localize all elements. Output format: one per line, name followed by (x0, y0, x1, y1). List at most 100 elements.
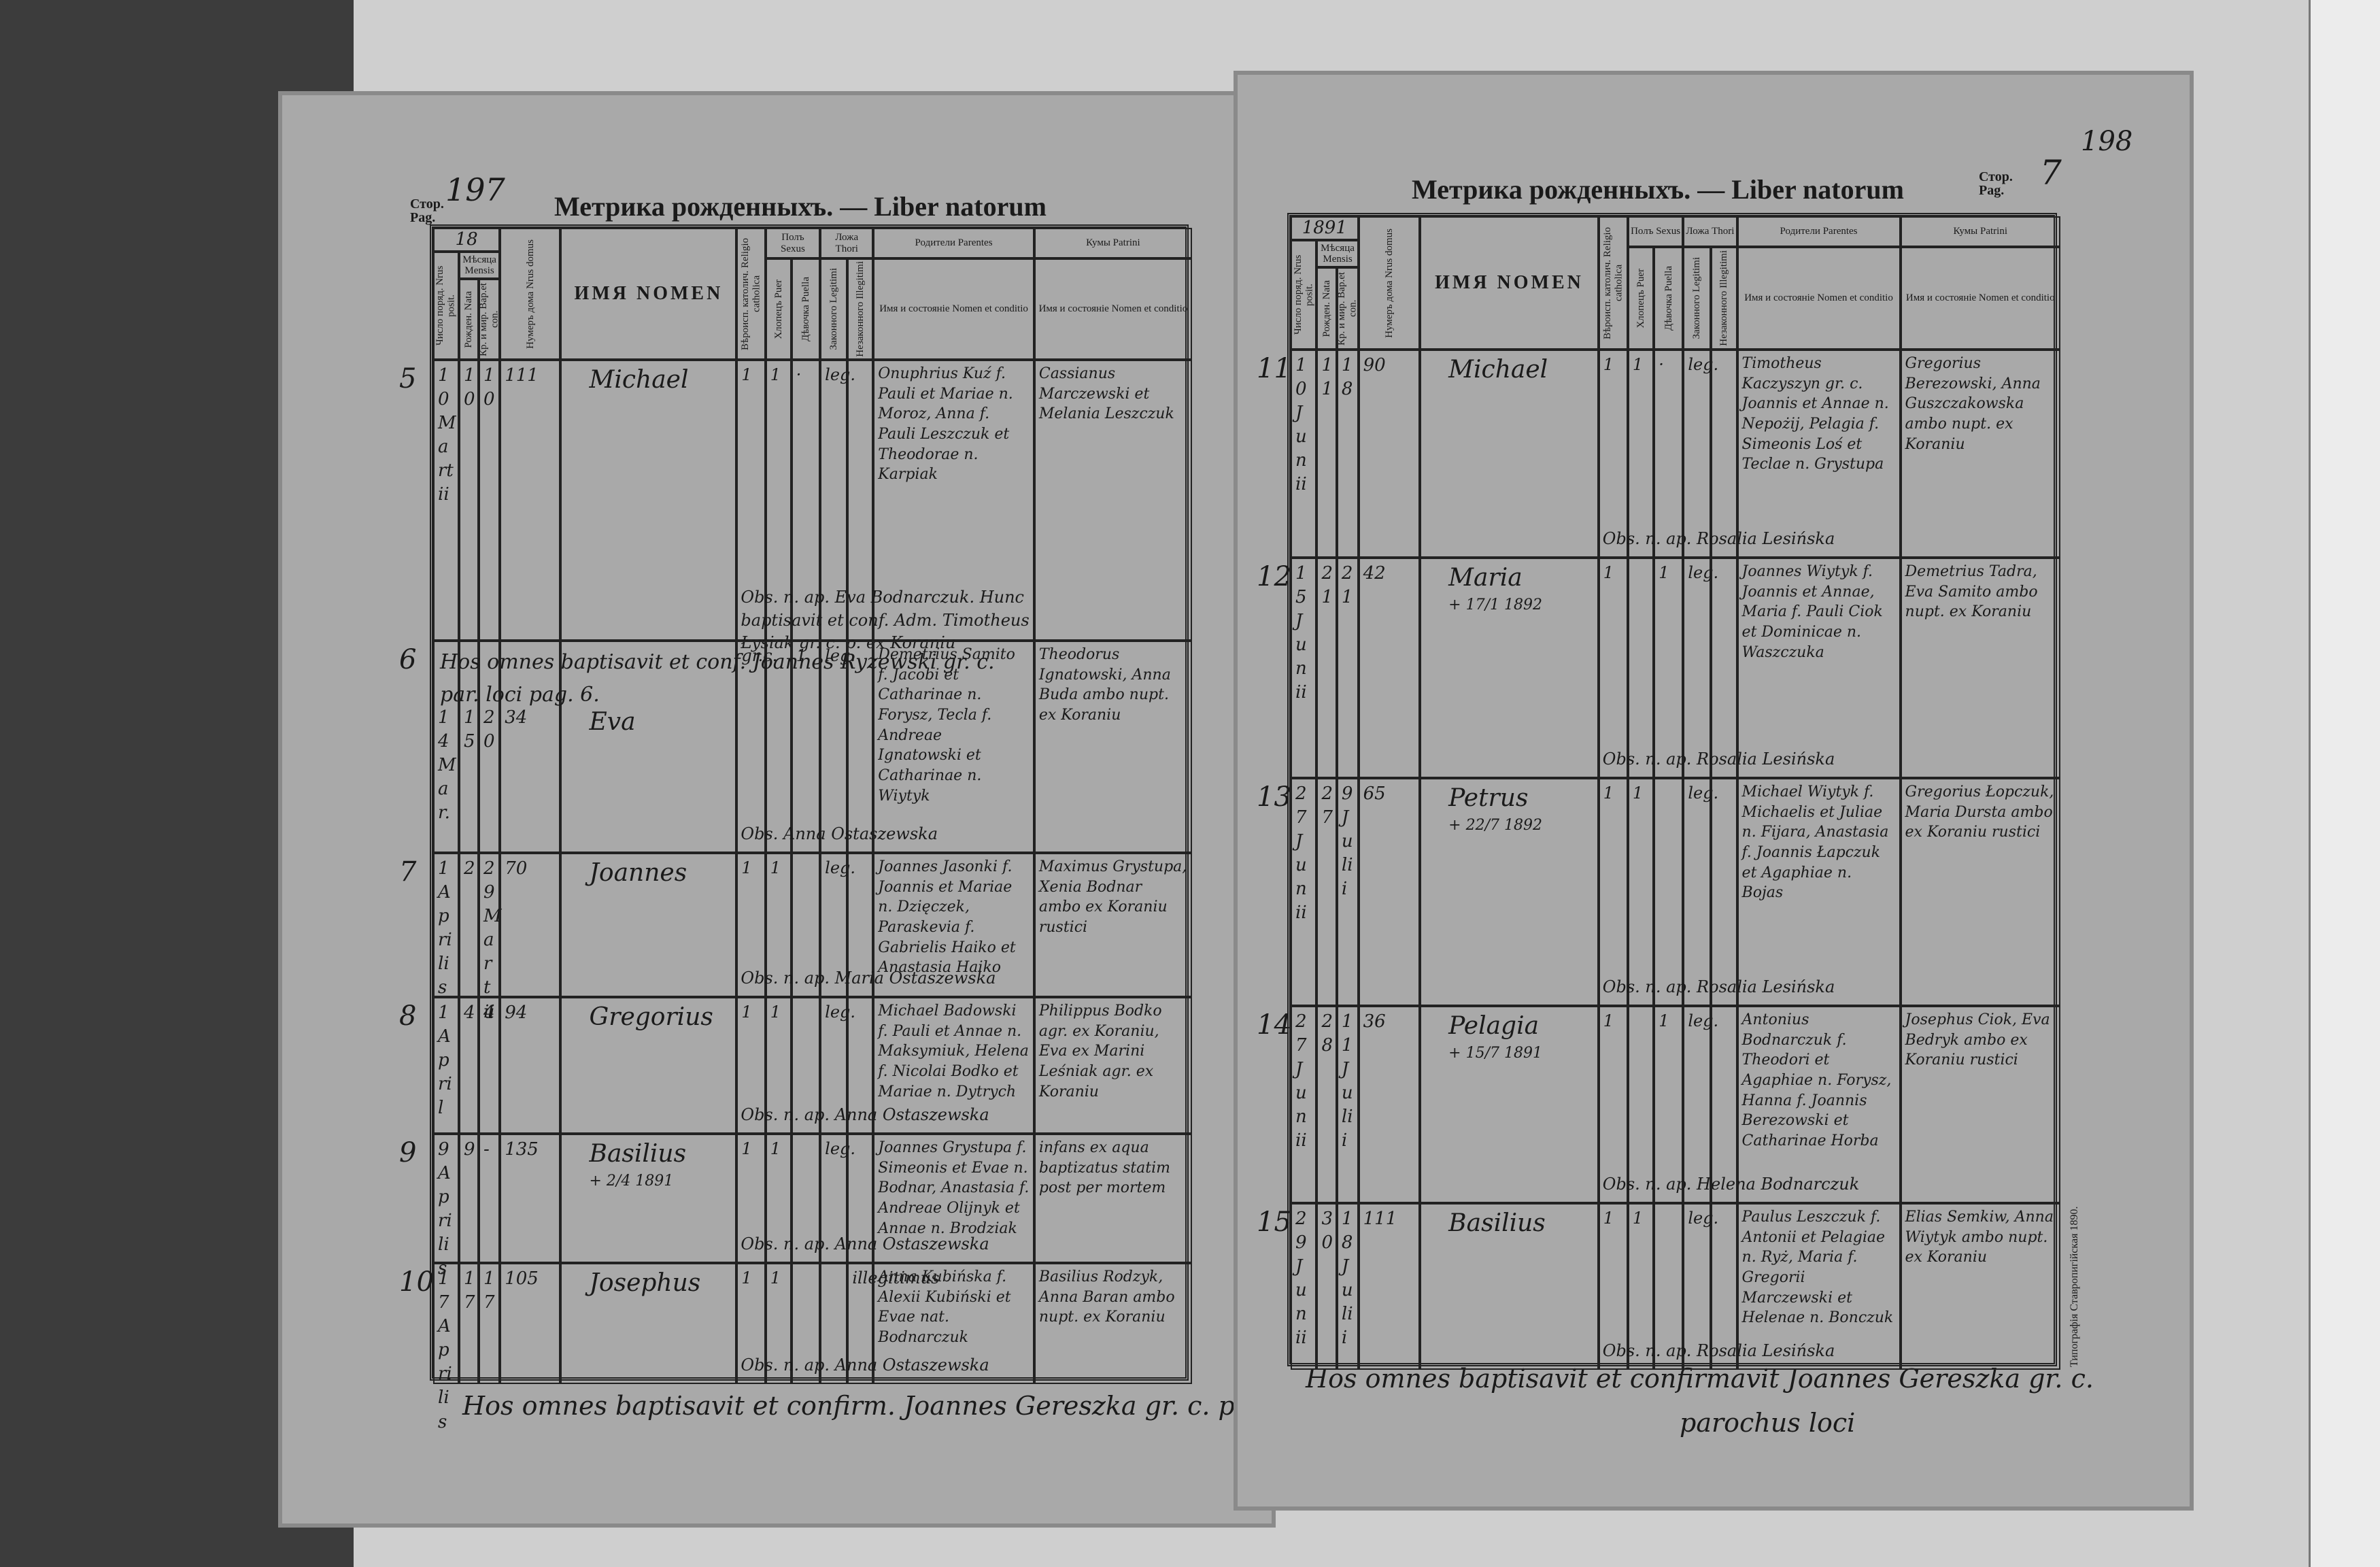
entry-cell: 29 Junii (1291, 1203, 1317, 1370)
nata: 4 (463, 1002, 475, 1023)
patrini: Gregorius Berezowski, Anna Guszczakowska… (1905, 355, 2041, 453)
nrus-posit: 15 Junii (1295, 563, 1307, 703)
religio: 1 (741, 1268, 752, 1287)
right-page: Стор. Pag. 7 198 Метрика рожденныхъ. — L… (1238, 75, 2190, 1506)
bapt: 4 (483, 1002, 495, 1023)
entry-cell: 27 (1316, 778, 1337, 1006)
legitimi: leg. (825, 1002, 856, 1022)
entry-cell: 18 (1336, 350, 1359, 558)
header-label: Кумы Patrini (1953, 226, 2008, 237)
header-cell: Кумы Patrini (1034, 228, 1192, 258)
nata: 11 (1321, 355, 1333, 400)
header-label: Имя и состояніе Nomen et conditio (1744, 292, 1893, 304)
header-cell: Полъ Sexus (765, 228, 821, 258)
obstetrix-note: Obs. n. ap. Helena Bodnarczuk (1602, 1175, 1860, 1194)
entry-cell: Onuphrius Kuź f. Pauli et Mariae n. Moro… (873, 360, 1034, 641)
header-label: Законного Legitimi (828, 268, 839, 350)
entry-cell: 1 (1598, 778, 1628, 1006)
entry-cell: Petrus + 22/7 1892 (1420, 778, 1599, 1006)
scan-margin (2309, 0, 2380, 1567)
header-cell: Рожден. Nata (458, 279, 479, 360)
entry-cell (791, 853, 821, 997)
puella: 1 (796, 646, 807, 665)
header-label: Полъ Sexus (781, 232, 805, 254)
header-cell: Имя и состояніе Nomen et conditio (873, 258, 1034, 360)
entry-cell (791, 1134, 821, 1263)
parentes: Joannes Jasonki f. Joannis et Mariae n. … (878, 858, 1016, 977)
entry-cell (765, 641, 792, 853)
religio: 1 (1603, 1011, 1614, 1030)
entry-cell (847, 853, 874, 997)
baptism-note: Hos omnes baptisavit et conf. Joannes Ry… (440, 650, 995, 707)
puer: 1 (1632, 784, 1644, 803)
entry-index: 5 (399, 363, 417, 394)
nata: 2 (463, 858, 475, 879)
obstetrix-note: Obs. n. ap. Anna Ostaszewska (741, 1105, 989, 1124)
legitimi: leg. (1688, 563, 1719, 582)
header-label: ИМЯ NOMEN (1435, 271, 1584, 293)
entry-cell: 1 (736, 853, 766, 997)
entry-cell: 36 (1358, 1006, 1421, 1203)
entry-cell: 90 (1358, 350, 1421, 558)
entry-index: 10 (399, 1266, 434, 1298)
entry-cell (1711, 778, 1737, 1006)
entry-cell: - (478, 1134, 500, 1263)
nata: 15 (463, 707, 475, 752)
header-cell: Имя и состояніе Nomen et conditio (1900, 247, 2060, 350)
entry-index: 13 (1257, 781, 1291, 813)
entry-cell (791, 997, 821, 1134)
domus: 94 (505, 1002, 528, 1023)
entry-cell (847, 997, 874, 1134)
nomen: Michael (589, 366, 689, 394)
entry-cell (1627, 558, 1654, 778)
puella: 1 (1659, 563, 1669, 582)
header-cell: Полъ Sexus (1627, 216, 1684, 247)
entry-cell: Gregorius (560, 997, 737, 1134)
entry-cell (1711, 350, 1737, 558)
footer-line-2: parochus loci (1680, 1408, 1856, 1438)
entry-index: 9 (399, 1137, 417, 1168)
entry-cell: 9 (458, 1134, 479, 1263)
obitus: + 2/4 1891 (589, 1172, 674, 1190)
header-label: Незаконного Illegitimi (1718, 250, 1730, 346)
header-cell: Нумеръ дома Nrus domus (500, 228, 561, 360)
entry-cell: Philippus Bodko agr. ex Koraniu, Eva ex … (1034, 997, 1192, 1134)
entry-cell: 1 (765, 360, 792, 641)
entry-cell: Michael Wiytyk f. Michaelis et Juliae n.… (1737, 778, 1901, 1006)
obstetrix-note: Obs. n. ap. Rosalia Lesińska (1602, 529, 1835, 548)
header-cell: Законного Legitimi (820, 258, 848, 360)
entry-cell: 1 (1598, 1203, 1628, 1370)
entry-cell: Basilius Rodzyk, Anna Baran ambo nupt. e… (1034, 1263, 1192, 1384)
entry-cell: 4 (458, 997, 479, 1134)
nata: 27 (1321, 784, 1333, 828)
entry-cell: 4 (478, 997, 500, 1134)
entry-cell: · (791, 360, 821, 641)
entry-cell: 42 (1358, 558, 1421, 778)
entry-cell: 9 Julii (1336, 778, 1359, 1006)
domus: 135 (505, 1139, 539, 1160)
header-cell: Вѣроисп. католич. Religio catholica (736, 228, 766, 360)
parentes: Michael Badowski f. Pauli et Annae n. Ma… (878, 1002, 1029, 1100)
entry-cell: 27 Junii (1291, 1006, 1317, 1203)
entry-cell: 1 (765, 1134, 792, 1263)
header-label: Вѣроисп. католич. Religio catholica (740, 237, 762, 350)
entry-cell: Josephus Ciok, Eva Bedryk ambo ex Korani… (1900, 1006, 2060, 1203)
entry-cell: 20 (478, 641, 500, 853)
nata: 21 (1321, 563, 1333, 608)
header-cell: Кр. и мир. Bap.et con. (1336, 267, 1359, 350)
page-label: Стор. Pag. (410, 197, 444, 225)
bapt: - (483, 1139, 490, 1160)
nomen: Josephus (589, 1269, 701, 1297)
religio: 1 (741, 1002, 752, 1022)
entry-index: 6 (399, 644, 417, 675)
entry-cell: Michael (560, 360, 737, 641)
header-cell: Незаконного Illegitimi (847, 258, 874, 360)
puer: 1 (770, 1139, 781, 1158)
entry-cell: 1 (736, 997, 766, 1134)
header-label: Ложа Thori (1686, 226, 1735, 237)
obstetrix-note: Obs. n. ap. Rosalia Lesińska (1602, 977, 1835, 996)
entry-cell: Gregorius Berezowski, Anna Guszczakowska… (1900, 350, 2060, 558)
legitimi: leg. (825, 365, 856, 384)
entry-cell: 21 (1316, 558, 1337, 778)
header-label: Хлопецъ Puer (1635, 268, 1646, 328)
